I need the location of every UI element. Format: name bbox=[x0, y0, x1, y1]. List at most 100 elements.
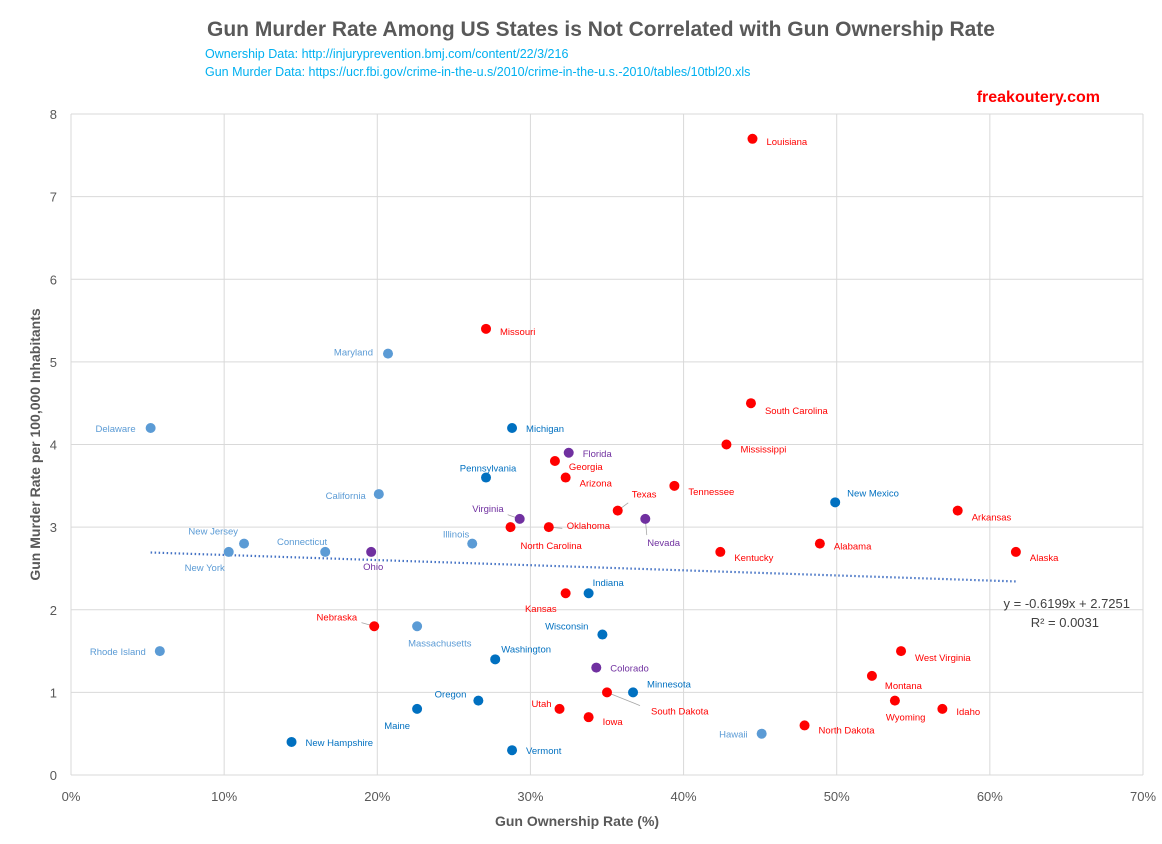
ownership-source: Ownership Data: http://injuryprevention.… bbox=[205, 47, 569, 61]
label-south-dakota: South Dakota bbox=[651, 706, 709, 717]
y-axis-label: Gun Murder Rate per 100,000 Inhabitants bbox=[27, 308, 43, 581]
point-iowa bbox=[583, 712, 594, 723]
y-tick-label: 8 bbox=[50, 107, 57, 122]
point-washington bbox=[490, 654, 501, 665]
point-new-jersey bbox=[239, 538, 250, 549]
point-new-york bbox=[223, 546, 234, 557]
point-indiana bbox=[583, 588, 594, 599]
point-pennsylvania bbox=[481, 472, 492, 483]
x-tick-label: 40% bbox=[671, 789, 697, 804]
label-wyoming: Wyoming bbox=[886, 713, 926, 724]
x-tick-label: 60% bbox=[977, 789, 1003, 804]
point-south-dakota bbox=[602, 687, 612, 698]
label-michigan: Michigan bbox=[526, 424, 564, 435]
label-nebraska: Nebraska bbox=[317, 612, 358, 623]
point-georgia bbox=[549, 456, 560, 467]
point-hawaii bbox=[756, 728, 767, 739]
label-florida: Florida bbox=[583, 449, 613, 460]
label-tennessee: Tennessee bbox=[688, 487, 734, 498]
label-minnesota: Minnesota bbox=[647, 679, 692, 690]
point-colorado bbox=[591, 662, 602, 673]
point-connecticut bbox=[320, 546, 331, 557]
label-iowa: Iowa bbox=[603, 717, 624, 728]
label-montana: Montana bbox=[885, 681, 923, 692]
gridlines bbox=[70, 113, 1144, 776]
point-missouri bbox=[481, 323, 492, 334]
point-montana bbox=[866, 670, 877, 681]
label-north-carolina: North Carolina bbox=[521, 541, 583, 552]
data-points bbox=[145, 133, 1021, 756]
label-new-hampshire: New Hampshire bbox=[306, 738, 374, 749]
point-california bbox=[373, 489, 384, 500]
label-alabama: Alabama bbox=[834, 542, 872, 553]
point-maine bbox=[412, 703, 423, 714]
point-nebraska bbox=[369, 621, 380, 632]
label-south-carolina: South Carolina bbox=[765, 406, 829, 417]
label-idaho: Idaho bbox=[956, 707, 980, 718]
point-kentucky bbox=[715, 546, 726, 557]
point-arkansas bbox=[952, 505, 963, 516]
x-tick-label: 30% bbox=[517, 789, 543, 804]
leader-lines bbox=[361, 502, 648, 706]
label-indiana: Indiana bbox=[593, 578, 625, 589]
x-tick-label: 70% bbox=[1130, 789, 1156, 804]
point-nevada bbox=[640, 513, 651, 524]
point-louisiana bbox=[747, 133, 758, 144]
x-tick-label: 50% bbox=[824, 789, 850, 804]
label-louisiana: Louisiana bbox=[766, 137, 807, 148]
x-tick-labels: 0% 10% 20% 30% 40% 50% 60% 70% bbox=[62, 789, 1157, 804]
point-rhode-island bbox=[154, 646, 165, 657]
label-arkansas: Arkansas bbox=[972, 513, 1012, 524]
y-tick-label: 2 bbox=[50, 603, 57, 618]
point-alaska bbox=[1010, 546, 1021, 557]
point-michigan bbox=[507, 422, 518, 433]
label-washington: Washington bbox=[501, 644, 551, 655]
label-oregon: Oregon bbox=[435, 690, 467, 701]
point-texas bbox=[612, 505, 623, 516]
point-new-hampshire bbox=[286, 736, 297, 747]
y-tick-label: 7 bbox=[50, 190, 57, 205]
label-wisconsin: Wisconsin bbox=[545, 622, 588, 633]
label-texas: Texas bbox=[632, 490, 657, 501]
point-north-dakota bbox=[799, 720, 810, 731]
label-arizona: Arizona bbox=[580, 479, 613, 490]
label-new-york: New York bbox=[185, 563, 225, 574]
point-maryland bbox=[383, 348, 394, 359]
y-tick-labels: 0 1 2 3 4 5 6 7 8 bbox=[50, 107, 57, 783]
x-tick-label: 20% bbox=[364, 789, 390, 804]
point-ohio bbox=[366, 546, 377, 557]
point-idaho bbox=[937, 703, 948, 714]
point-utah bbox=[554, 703, 565, 714]
y-tick-label: 0 bbox=[50, 768, 57, 783]
point-arizona bbox=[560, 472, 571, 483]
chart-title: Gun Murder Rate Among US States is Not C… bbox=[207, 18, 995, 41]
point-new-mexico bbox=[830, 497, 841, 508]
point-tennessee bbox=[669, 480, 680, 491]
label-delaware: Delaware bbox=[95, 424, 135, 435]
point-virginia bbox=[514, 513, 525, 524]
label-maryland: Maryland bbox=[334, 348, 373, 359]
y-tick-label: 4 bbox=[50, 438, 57, 453]
murder-source: Gun Murder Data: https://ucr.fbi.gov/cri… bbox=[205, 65, 751, 79]
point-oklahoma bbox=[543, 522, 554, 533]
point-wisconsin bbox=[597, 629, 608, 640]
label-hawaii: Hawaii bbox=[719, 730, 748, 741]
label-massachusetts: Massachusetts bbox=[408, 638, 472, 649]
point-vermont bbox=[507, 745, 518, 756]
y-tick-label: 5 bbox=[50, 355, 57, 370]
label-ohio: Ohio bbox=[363, 562, 383, 573]
point-alabama bbox=[814, 538, 825, 549]
brand-label: freakoutery.com bbox=[976, 89, 1100, 106]
point-kansas bbox=[560, 588, 571, 599]
label-west-virginia: West Virginia bbox=[915, 653, 971, 664]
label-pennsylvania: Pennsylvania bbox=[460, 464, 517, 475]
label-missouri: Missouri bbox=[500, 327, 535, 338]
point-florida bbox=[563, 447, 574, 458]
point-wyoming bbox=[889, 695, 900, 706]
label-nevada: Nevada bbox=[647, 538, 680, 549]
y-tick-label: 1 bbox=[50, 685, 57, 700]
point-north-carolina bbox=[505, 522, 516, 533]
point-west-virginia bbox=[896, 646, 907, 657]
y-tick-label: 3 bbox=[50, 520, 57, 535]
